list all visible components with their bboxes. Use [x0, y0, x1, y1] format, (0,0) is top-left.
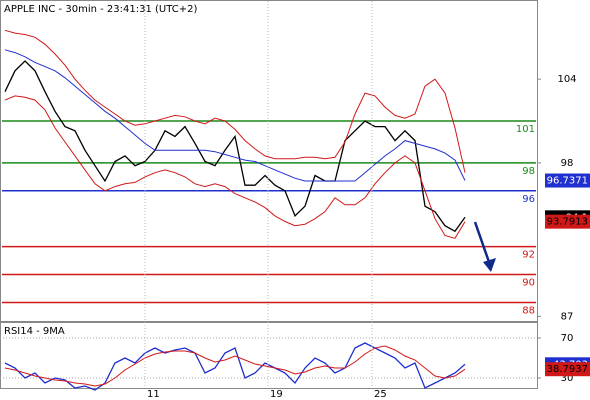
value-box-label: 93.7913: [547, 217, 588, 228]
value-box-label: 96.7371: [547, 176, 588, 187]
series-line: [4, 60, 466, 233]
series-line: [4, 29, 466, 173]
y-tick-label: 87: [561, 311, 574, 322]
level-label: 90: [522, 278, 535, 289]
rsi-title: RSI14 - 9MA: [4, 326, 65, 337]
arrow: [473, 221, 496, 272]
x-tick-label: 19: [270, 389, 283, 400]
y-tick-label: 70: [561, 333, 574, 344]
level-label: 96: [522, 194, 535, 205]
value-box-label: 38.7937: [547, 364, 588, 375]
value-box: [545, 173, 590, 188]
chart-title: APPLE INC - 30min - 23:41:31 (UTC+2): [4, 4, 197, 15]
series-line: [4, 345, 466, 387]
x-tick-label: 25: [374, 389, 387, 400]
series-line: [4, 49, 466, 182]
value-box: [545, 362, 590, 377]
price-panel: [0, 0, 538, 322]
y-tick-label: 104: [557, 74, 576, 85]
rsi-panel: [0, 322, 538, 389]
value-box: [545, 214, 590, 229]
level-label: 88: [522, 305, 535, 316]
level-label: 98: [522, 166, 535, 177]
series-line: [4, 342, 466, 391]
level-label: 92: [522, 250, 535, 261]
y-tick-label: 98: [561, 158, 574, 169]
y-tick-label: 30: [561, 373, 574, 384]
x-tick-label: 11: [147, 389, 160, 400]
series-line: [4, 95, 466, 239]
level-label: 101: [516, 124, 535, 135]
